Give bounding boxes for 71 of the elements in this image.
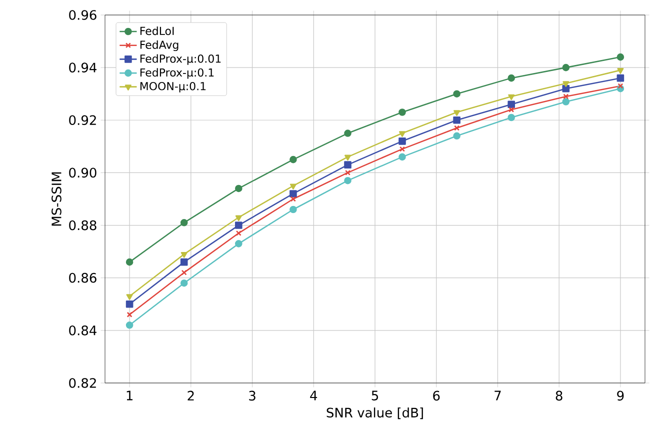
point xyxy=(398,131,406,137)
y-tick-label: 0.90 xyxy=(69,168,96,178)
point xyxy=(181,270,187,276)
point xyxy=(399,146,406,152)
point xyxy=(453,116,460,124)
point xyxy=(290,184,296,190)
point xyxy=(616,53,624,61)
x-tick-label: 4 xyxy=(310,390,318,400)
point xyxy=(562,98,570,106)
point xyxy=(126,300,134,308)
point xyxy=(562,81,570,87)
legend-label: FedAvg xyxy=(140,40,178,52)
x-tick-label: 2 xyxy=(188,390,194,400)
point xyxy=(290,190,297,198)
point xyxy=(508,114,515,122)
point xyxy=(236,230,242,236)
point xyxy=(453,90,460,98)
point xyxy=(290,156,297,164)
point xyxy=(508,106,514,112)
point xyxy=(344,154,352,161)
point xyxy=(126,294,133,300)
x-tick-label: 7 xyxy=(494,390,501,400)
point xyxy=(344,130,352,137)
y-tick-label: 0.86 xyxy=(69,272,96,283)
point xyxy=(562,64,570,72)
legend-label: FedProx-μ:0.01 xyxy=(140,54,221,65)
point xyxy=(344,161,352,168)
y-tick-label: 0.82 xyxy=(69,378,96,388)
point xyxy=(126,258,134,266)
x-tick-label: 3 xyxy=(249,390,256,401)
point xyxy=(344,176,352,184)
point xyxy=(290,206,297,214)
point xyxy=(508,94,515,100)
y-tick-label: 0.84 xyxy=(69,326,96,336)
legend-label: FedProx-μ:0.1 xyxy=(140,68,214,79)
point xyxy=(290,196,296,202)
x-tick-label: 1 xyxy=(126,390,132,400)
point xyxy=(180,218,188,226)
point xyxy=(180,258,188,266)
y-tick-label: 0.88 xyxy=(69,220,96,230)
legend-label: MOON-μ:0.1 xyxy=(140,82,206,92)
point xyxy=(454,125,460,131)
point xyxy=(398,153,406,161)
point xyxy=(508,74,515,82)
point xyxy=(617,68,624,74)
point xyxy=(235,215,242,222)
point xyxy=(398,108,406,116)
point xyxy=(235,222,242,229)
y-tick-label: 0.96 xyxy=(69,10,96,20)
point xyxy=(126,322,134,329)
x-tick-label: 5 xyxy=(372,390,378,400)
legend-label: FedLoI xyxy=(140,26,174,36)
point xyxy=(180,252,188,258)
x-tick-label: 8 xyxy=(556,390,562,401)
point xyxy=(508,100,515,108)
point xyxy=(616,74,624,82)
point xyxy=(562,84,570,92)
y-axis-title: MS-SSIM xyxy=(52,172,62,226)
point xyxy=(180,279,188,287)
point xyxy=(563,94,569,100)
x-axis-title: SNR value [dB] xyxy=(326,407,423,420)
point xyxy=(344,170,351,176)
x-tick-label: 6 xyxy=(433,390,440,401)
y-tick-label: 0.92 xyxy=(69,115,96,126)
x-tick-label: 9 xyxy=(617,390,624,401)
point xyxy=(454,110,460,116)
y-tick-label: 0.94 xyxy=(69,62,96,72)
point xyxy=(398,138,406,145)
point xyxy=(453,132,460,140)
point xyxy=(235,240,242,248)
point xyxy=(235,184,242,192)
